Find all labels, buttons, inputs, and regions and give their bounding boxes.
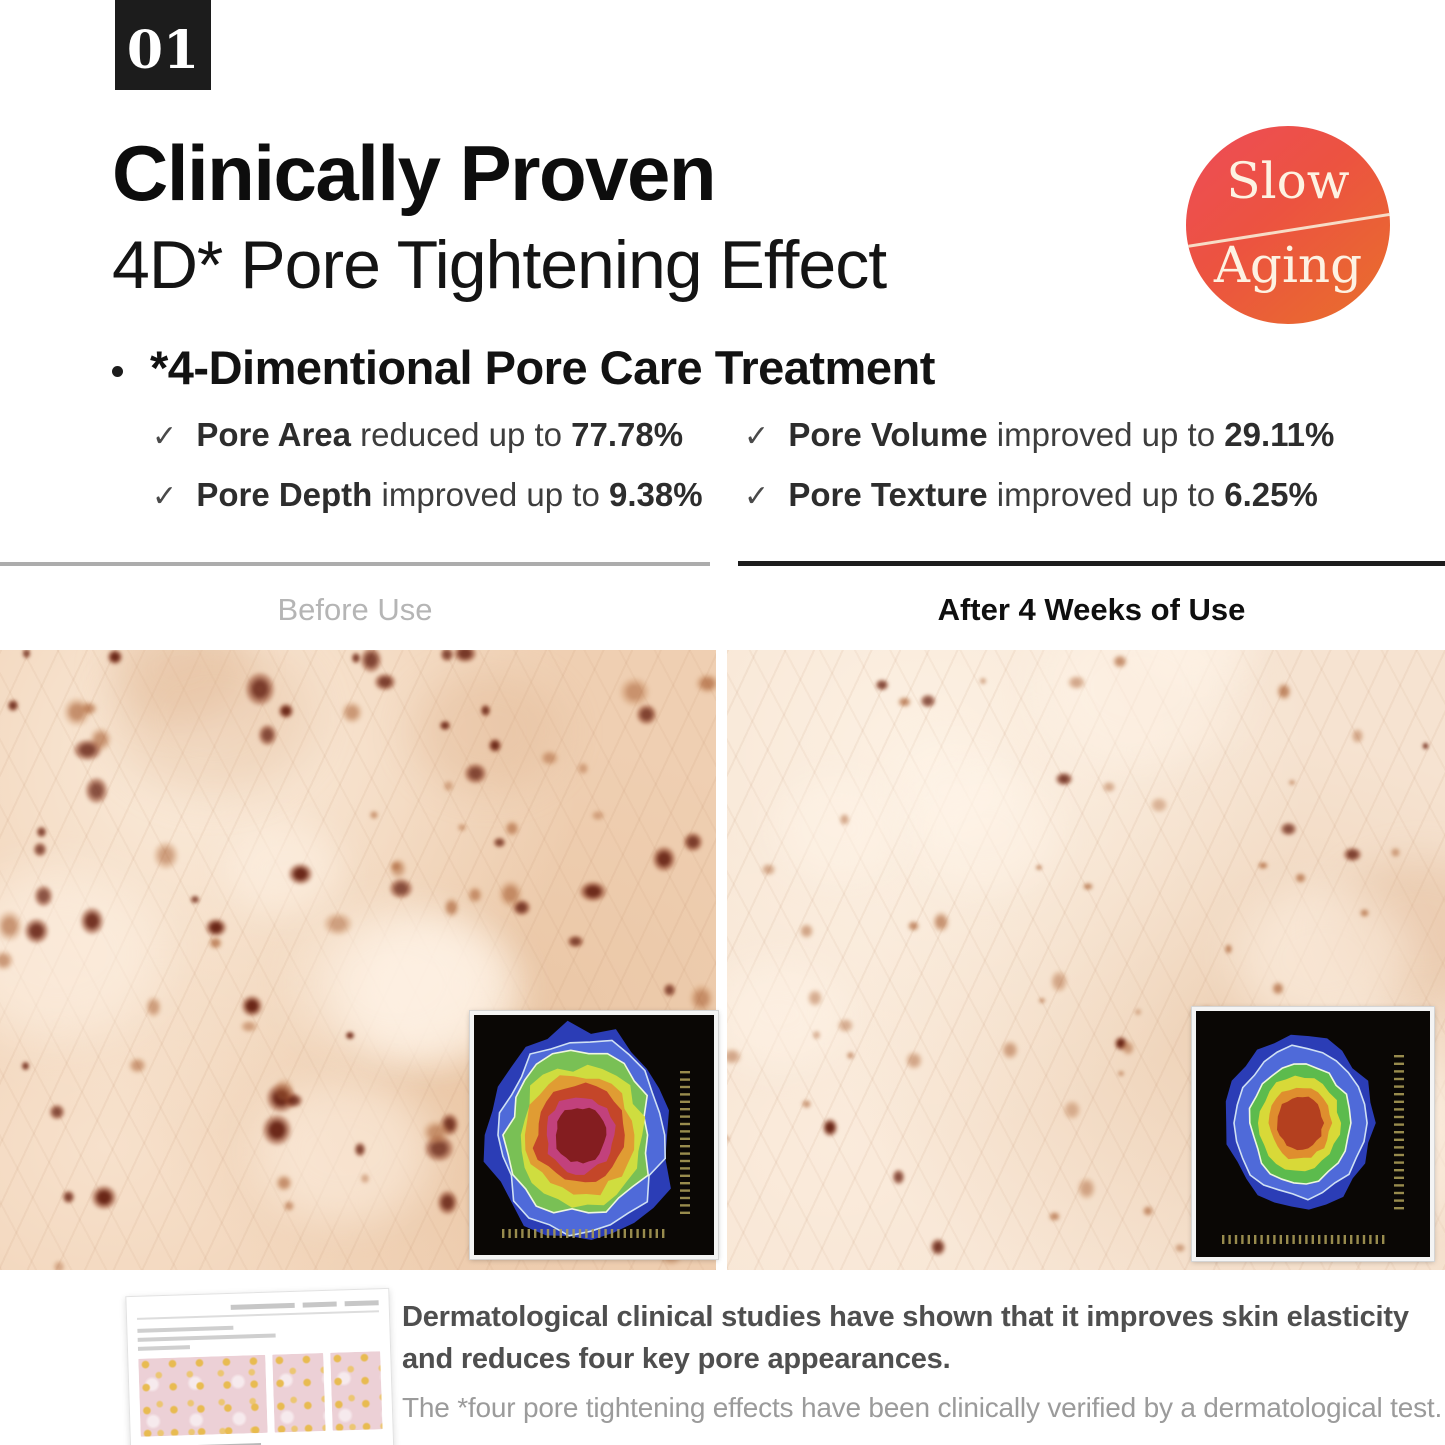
section-number: 01 (126, 19, 200, 81)
claim-label: Pore Texture (788, 476, 988, 513)
claim-label: Pore Area (196, 416, 351, 453)
claim-label: Pore Volume (788, 416, 988, 453)
slow-aging-badge: Slow Aging (1186, 126, 1390, 324)
claim-phrase: reduced up to (360, 416, 562, 453)
after-pore-heatmap-inset (1191, 1006, 1435, 1262)
badge-word-top: Slow (1226, 152, 1350, 210)
section-number-badge: 01 (115, 0, 211, 90)
after-divider-line (738, 561, 1445, 566)
footer-note: The *four pore tightening effects have b… (402, 1392, 1443, 1423)
report-text-bars (137, 1321, 380, 1351)
claim-pore-area: ✓ Pore Area reduced up to 77.78% (152, 416, 744, 454)
report-microscopy-images (138, 1351, 383, 1437)
claim-pore-depth: ✓ Pore Depth improved up to 9.38% (152, 476, 744, 514)
microscopy-image (272, 1353, 326, 1433)
clinical-report-thumbnail (125, 1287, 395, 1445)
before-column-label: Before Use (277, 592, 433, 627)
microscopy-image (138, 1354, 268, 1437)
check-icon: ✓ (152, 480, 178, 513)
claim-value: 29.11% (1224, 416, 1335, 453)
page-subtitle: 4D* Pore Tightening Effect (112, 227, 887, 303)
check-icon: ✓ (152, 420, 178, 453)
claim-phrase: improved up to (996, 416, 1216, 453)
claim-pore-texture: ✓ Pore Texture improved up to 6.25% (744, 476, 1334, 514)
before-pore-heatmap-inset (469, 1010, 719, 1260)
claim-value: 77.78% (571, 416, 684, 453)
claim-value: 6.25% (1224, 476, 1318, 513)
claim-phrase: improved up to (381, 476, 600, 513)
claim-pore-volume: ✓ Pore Volume improved up to 29.11% (744, 416, 1334, 454)
badge-word-bottom: Aging (1213, 236, 1363, 294)
before-skin-photo (0, 650, 716, 1270)
check-icon: ✓ (744, 420, 770, 453)
feature-heading-row: *4-Dimentional Pore Care Treatment (112, 340, 935, 395)
report-footer-bars (141, 1439, 383, 1445)
claim-phrase: improved up to (996, 476, 1216, 513)
feature-heading: *4-Dimentional Pore Care Treatment (150, 341, 935, 394)
microscopy-image (329, 1351, 383, 1431)
claim-value: 9.38% (608, 476, 703, 513)
footer-headline: Dermatological clinical studies have sho… (402, 1301, 1409, 1376)
check-icon: ✓ (744, 480, 770, 513)
after-column-label: After 4 Weeks of Use (937, 592, 1246, 627)
bullet-dot-icon (112, 366, 123, 377)
claims-grid: ✓ Pore Area reduced up to 77.78% ✓ Pore … (152, 416, 1334, 514)
before-divider-line (0, 562, 710, 566)
claim-label: Pore Depth (196, 476, 373, 513)
page-title: Clinically Proven (112, 129, 717, 217)
